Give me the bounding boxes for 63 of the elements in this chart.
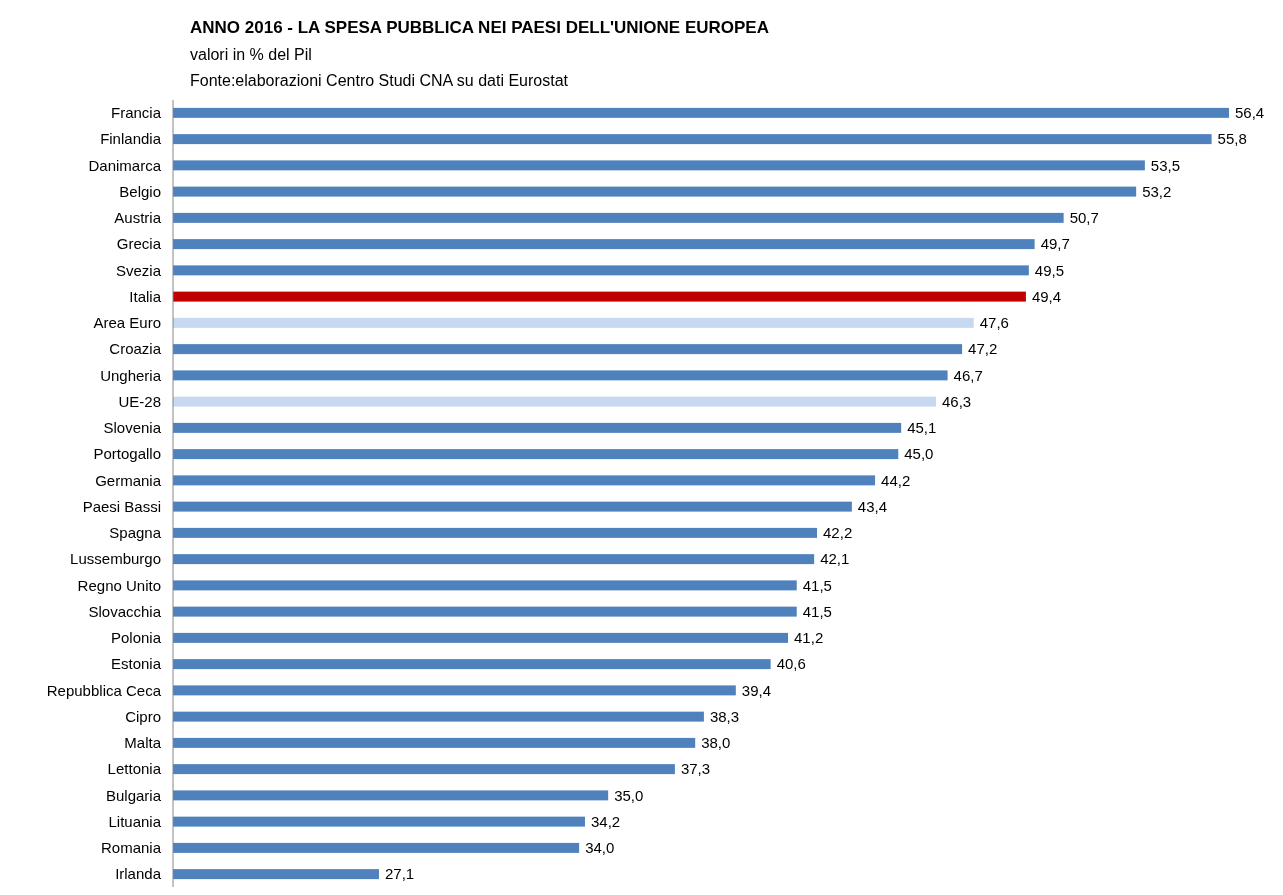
data-label: 56,4 — [1235, 104, 1265, 122]
y-tick-label: Lituania — [108, 812, 162, 830]
data-label: 41,2 — [794, 629, 824, 647]
y-tick-label: Belgio — [119, 182, 161, 200]
data-label: 43,4 — [857, 497, 888, 515]
y-tick-label: Spagna — [109, 524, 162, 542]
y-tick-label: Area Euro — [93, 314, 161, 332]
y-tick-label: Regno Unito — [77, 576, 161, 594]
y-tick-label: Austria — [114, 209, 162, 227]
y-tick-label: Germania — [95, 471, 162, 489]
data-label: 38,3 — [709, 707, 740, 725]
data-label: 46,3 — [941, 392, 972, 410]
data-label: 49,7 — [1040, 235, 1070, 253]
data-label: 50,7 — [1069, 209, 1099, 227]
data-label: 37,3 — [680, 760, 711, 778]
data-label: 35,0 — [614, 786, 644, 804]
chart-title: ANNO 2016 - LA SPESA PUBBLICA NEI PAESI DELL'UNIONE EUROPEA — [190, 18, 769, 37]
data-label: 53,2 — [1142, 182, 1172, 200]
data-label: 47,2 — [968, 340, 998, 358]
data-label: 44,2 — [881, 471, 911, 489]
y-tick-label: Estonia — [110, 655, 162, 673]
data-label: 38,0 — [701, 734, 731, 752]
y-tick-label: Repubblica Ceca — [46, 681, 162, 699]
data-label: 34,0 — [585, 839, 615, 857]
data-label: 41,5 — [802, 602, 832, 620]
y-tick-label: Malta — [124, 734, 162, 752]
y-tick-label: Italia — [129, 287, 162, 305]
data-label: 53,5 — [1150, 156, 1181, 174]
data-label: 49,5 — [1034, 261, 1065, 279]
data-label: 46,7 — [953, 366, 983, 384]
y-tick-label: Portogallo — [93, 445, 161, 463]
data-label: 55,8 — [1217, 130, 1247, 148]
data-label: 39,4 — [741, 681, 772, 699]
y-tick-label: Svezia — [115, 261, 162, 279]
y-tick-label: Slovenia — [103, 419, 162, 437]
source-note: Fonte:elaborazioni Centro Studi CNA su dati Eurostat — [190, 72, 569, 89]
y-tick-label: Polonia — [110, 629, 162, 647]
data-label: 42,2 — [823, 524, 853, 542]
data-label: 34,2 — [590, 812, 621, 830]
y-tick-label: Slovacchia — [88, 602, 162, 620]
data-label: 42,1 — [820, 550, 850, 568]
chart-subtitle: valori in % del Pil — [190, 46, 312, 63]
data-label: 49,4 — [1031, 287, 1062, 305]
y-tick-label: Romania — [100, 839, 162, 857]
y-tick-label: Bulgaria — [105, 786, 162, 804]
y-tick-label: Cipro — [125, 707, 161, 725]
data-label: 41,5 — [802, 576, 832, 594]
data-label: 47,6 — [979, 314, 1009, 332]
data-label: 40,6 — [776, 655, 806, 673]
y-tick-label: Lettonia — [107, 760, 162, 778]
y-tick-label: Ungheria — [100, 366, 162, 384]
y-tick-label: Finlandia — [100, 130, 162, 148]
y-tick-label: Croazia — [109, 340, 162, 358]
y-tick-label: UE-28 — [118, 392, 161, 410]
data-label: 45,0 — [904, 445, 934, 463]
y-tick-label: Irlanda — [115, 865, 162, 883]
y-tick-label: Lussemburgo — [70, 550, 161, 568]
data-label: 27,1 — [384, 865, 415, 883]
y-tick-label: Paesi Bassi — [82, 497, 161, 515]
data-label: 45,1 — [907, 419, 937, 437]
y-tick-label: Francia — [110, 104, 162, 122]
y-tick-label: Danimarca — [88, 156, 162, 174]
y-tick-label: Grecia — [116, 235, 162, 253]
